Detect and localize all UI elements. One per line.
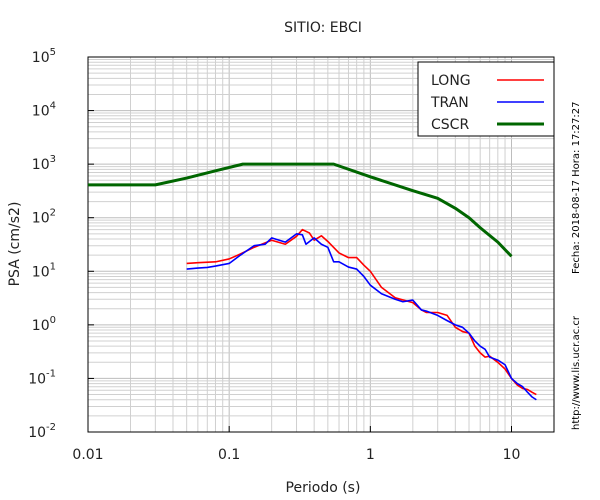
source-url: http://www.lis.ucr.ac.cr — [571, 316, 582, 430]
y-axis-label: PSA (cm/s2) — [7, 202, 23, 287]
series-long-line — [186, 228, 537, 396]
y-tick-label: 101 — [32, 261, 56, 280]
y-tick-label: 102 — [32, 208, 56, 227]
x-axis-label: Periodo (s) — [286, 480, 361, 496]
y-tick-label: 104 — [32, 101, 56, 120]
plot-frame — [87, 56, 555, 433]
series-cscr-line — [88, 162, 513, 258]
series-lines — [88, 162, 537, 401]
y-tick-label: 100 — [32, 315, 56, 334]
date-time-stamp: Fecha: 2018-08-17 Hora: 17:27:27 — [571, 101, 582, 275]
legend-label-cscr: CSCR — [431, 117, 469, 133]
y-tick-label: 10-1 — [28, 368, 56, 387]
series-tran-line — [186, 233, 537, 401]
grid — [88, 57, 554, 432]
y-tick-label: 10-2 — [28, 422, 56, 441]
chart-title: SITIO: EBCI — [284, 20, 362, 36]
legend-label-tran: TRAN — [430, 95, 469, 111]
y-tick-label: 105 — [32, 47, 56, 66]
x-tick-label: 0.01 — [72, 447, 103, 463]
x-tick-label: 0.1 — [218, 447, 240, 463]
legend: LONG TRAN CSCR — [417, 61, 555, 137]
y-tick-label: 103 — [32, 154, 56, 173]
x-tick-label: 10 — [503, 447, 521, 463]
x-tick-label: 1 — [366, 447, 375, 463]
legend-label-long: LONG — [431, 73, 471, 89]
